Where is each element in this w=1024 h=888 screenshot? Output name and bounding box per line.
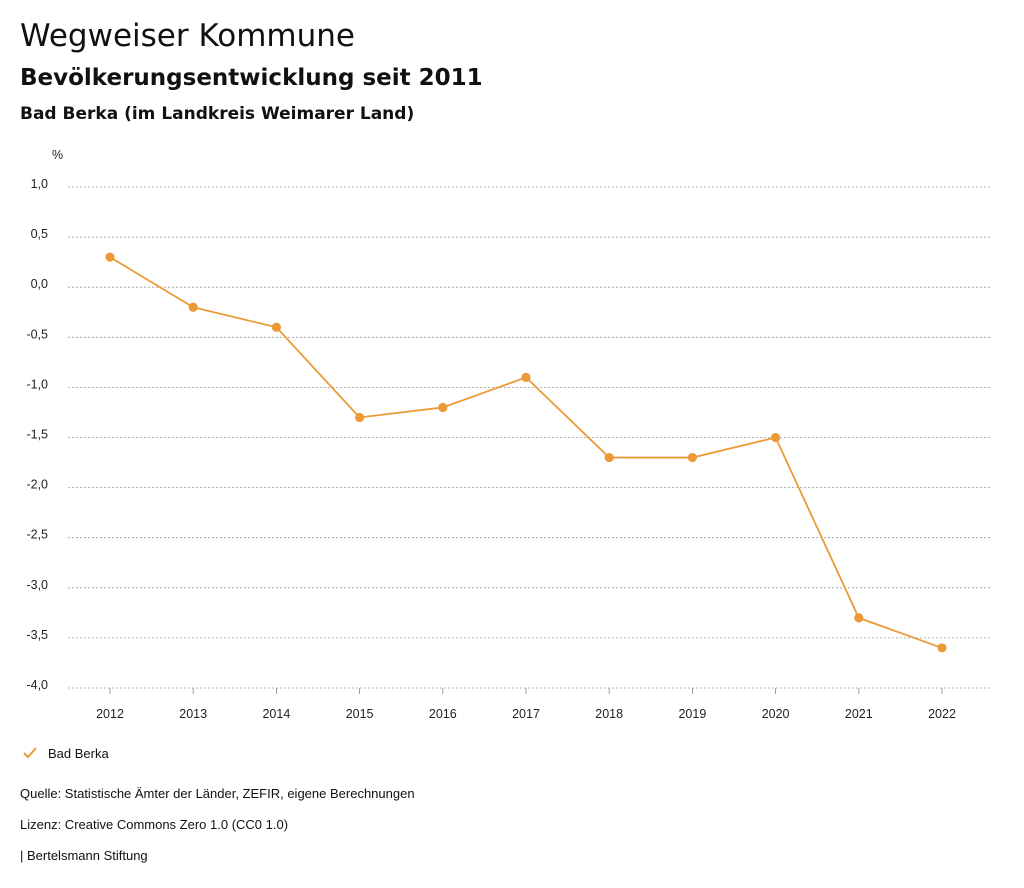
legend-item-bad-berka[interactable]: Bad Berka — [22, 745, 109, 761]
data-point[interactable] — [271, 322, 281, 332]
y-tick-label: -1,0 — [26, 377, 48, 391]
y-tick-label: -4,0 — [26, 678, 48, 692]
x-tick-label: 2021 — [845, 707, 873, 721]
x-tick-label: 2018 — [595, 707, 623, 721]
data-point[interactable] — [188, 302, 198, 312]
publisher-note: | Bertelsmann Stiftung — [20, 848, 148, 863]
grid-lines — [68, 186, 990, 689]
x-tick-label: 2022 — [928, 707, 956, 721]
line-chart: % 1,0 0,5 0,0 -0,5 -1,0 -1,5 -2,0 -2,5 -3,0 -3,5 -… — [26, 148, 990, 721]
legend-label: Bad Berka — [48, 745, 109, 761]
x-tick-label: 2016 — [429, 707, 457, 721]
y-tick-label: 0,5 — [31, 227, 48, 241]
y-tick-label: -3,5 — [26, 628, 48, 642]
x-tick-label: 2013 — [179, 707, 207, 721]
data-point[interactable] — [438, 402, 448, 413]
data-point[interactable] — [105, 252, 115, 262]
series-line — [109, 256, 943, 649]
x-axis-ticks: 2012 2013 2014 2015 2016 2017 2018 2019 2020 2021… — [96, 688, 956, 721]
y-tick-label: 1,0 — [31, 177, 48, 191]
x-tick-label: 2019 — [678, 707, 706, 721]
data-point[interactable] — [604, 452, 614, 463]
y-unit-label: % — [52, 148, 63, 162]
y-tick-label: -2,5 — [26, 528, 48, 542]
y-tick-label: -2,0 — [26, 478, 48, 492]
data-point[interactable] — [937, 643, 947, 653]
source-note: Quelle: Statistische Ämter der Länder, Z… — [20, 786, 415, 801]
y-tick-label: 0,0 — [31, 277, 48, 291]
x-tick-label: 2015 — [346, 707, 374, 721]
y-tick-label: -3,0 — [26, 578, 48, 592]
x-tick-label: 2014 — [262, 707, 290, 721]
x-tick-label: 2012 — [96, 707, 124, 721]
region-label: Bad Berka (im Landkreis Weimarer Land) — [20, 104, 415, 124]
license-note: Lizenz: Creative Commons Zero 1.0 (CC0 1… — [20, 817, 289, 832]
page-title: Wegweiser Kommune — [20, 18, 355, 54]
y-axis-ticks: 1,0 0,5 0,0 -0,5 -1,0 -1,5 -2,0 -2,5 -3,0 -3,5 -4,… — [26, 177, 48, 692]
x-tick-label: 2020 — [762, 707, 790, 721]
data-point[interactable] — [771, 432, 781, 443]
series-group — [105, 252, 947, 653]
x-tick-label: 2017 — [512, 707, 540, 721]
check-icon — [23, 747, 37, 759]
data-point[interactable] — [854, 613, 864, 623]
data-point[interactable] — [687, 452, 698, 463]
data-point[interactable] — [521, 372, 531, 382]
chart-subtitle: Bevölkerungsentwicklung seit 2011 — [20, 65, 483, 91]
y-tick-label: -0,5 — [26, 327, 48, 341]
data-point[interactable] — [355, 412, 365, 423]
y-tick-label: -1,5 — [26, 428, 48, 442]
